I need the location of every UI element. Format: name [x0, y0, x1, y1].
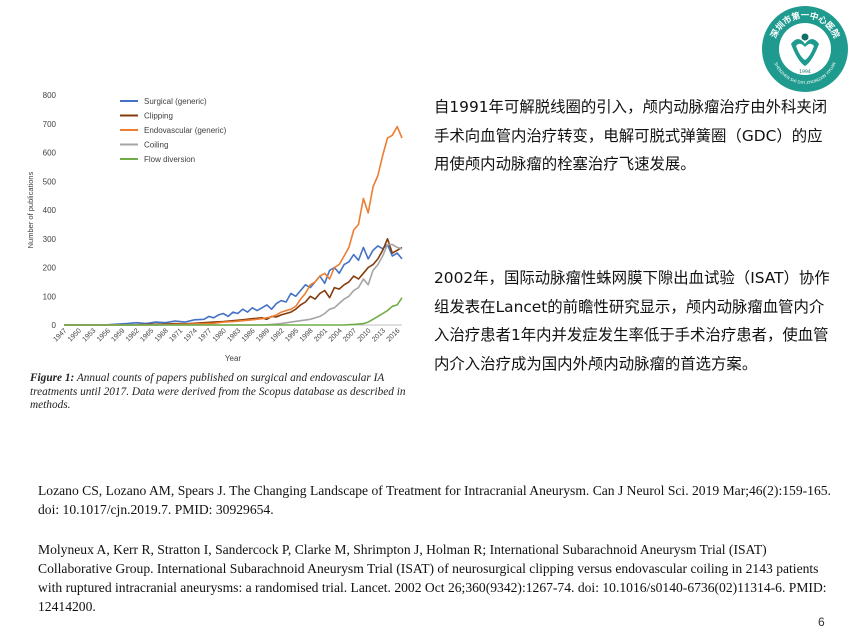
x-tick-label: 1962 [125, 327, 141, 343]
x-tick-label: 1959 [110, 327, 126, 343]
x-tick-label: 2001 [313, 327, 329, 343]
y-tick-label: 600 [43, 149, 57, 158]
x-tick-label: 1974 [183, 327, 199, 343]
x-tick-label: 1968 [154, 327, 170, 343]
paragraph-gdc-history: 自1991年可解脱线圈的引入，颅内动脉瘤治疗由外科夹闭手术向血管内治疗转变，电解… [434, 98, 828, 173]
y-tick-label: 400 [43, 206, 57, 215]
x-axis-label: Year [225, 354, 242, 363]
series-line [64, 243, 403, 326]
series-line [64, 297, 403, 326]
x-tick-label: 2004 [328, 327, 344, 343]
series-line [64, 125, 403, 326]
series-line [64, 238, 403, 326]
y-tick-label: 200 [43, 264, 57, 273]
x-tick-label: 2007 [342, 327, 358, 343]
y-tick-label: 300 [43, 235, 57, 244]
x-tick-label: 2010 [357, 327, 373, 343]
x-tick-label: 1989 [255, 327, 271, 343]
reference-molyneux: Molyneux A, Kerr R, Stratton I, Sanderco… [38, 542, 827, 614]
y-tick-label: 800 [43, 91, 57, 100]
logo-year: 1994 [799, 69, 811, 75]
publications-chart: 0 100 200 300 400 500 600 700 800 1947 1950 1953 195… [22, 86, 414, 368]
x-tick-label: 1986 [241, 327, 257, 343]
page-number: 6 [818, 615, 825, 629]
chart-svg: 0100200300400500600700800194719501953195… [26, 91, 403, 363]
x-tick-label: 2013 [371, 327, 387, 343]
y-tick-label: 700 [43, 120, 57, 129]
paragraph-isat-trial: 2002年，国际动脉瘤性蛛网膜下隙出血试验（ISAT）协作组发表在Lancet的… [434, 269, 830, 373]
x-tick-label: 1992 [270, 327, 286, 343]
x-tick-label: 1971 [168, 327, 184, 343]
figure-caption: Figure 1: Annual counts of papers publis… [30, 372, 410, 413]
x-tick-label: 1980 [212, 327, 228, 343]
x-tick-label: 1950 [67, 327, 83, 343]
y-tick-label: 0 [52, 321, 57, 330]
x-tick-label: 1977 [197, 327, 213, 343]
caption-label: Figure 1: [30, 372, 75, 384]
hospital-logo: 深圳市第一中心医院 SHENZHEN SHI DIYI ZHONGXIN YIY… [760, 4, 850, 94]
x-tick-label: 1998 [299, 327, 315, 343]
y-tick-label: 100 [43, 292, 57, 301]
y-tick-label: 500 [43, 177, 57, 186]
hospital-logo-graphic: 深圳市第一中心医院 SHENZHEN SHI DIYI ZHONGXIN YIY… [762, 6, 848, 92]
legend-label: Flow diversion [144, 155, 195, 164]
legend-label: Surgical (generic) [144, 97, 207, 106]
x-tick-label: 1956 [96, 327, 112, 343]
caption-text: Annual counts of papers published on sur… [30, 372, 406, 411]
x-tick-label: 1995 [284, 327, 300, 343]
series-line [64, 243, 403, 326]
legend-label: Coiling [144, 141, 168, 150]
x-tick-label: 1953 [81, 327, 97, 343]
legend-label: Endovascular (generic) [144, 126, 227, 135]
x-tick-label: 1965 [139, 327, 155, 343]
legend-label: Clipping [144, 112, 173, 121]
x-tick-label: 2016 [386, 327, 402, 343]
x-tick-label: 1983 [226, 327, 242, 343]
y-axis-label: Number of publications [26, 171, 35, 248]
reference-lozano: Lozano CS, Lozano AM, Spears J. The Chan… [38, 483, 831, 517]
